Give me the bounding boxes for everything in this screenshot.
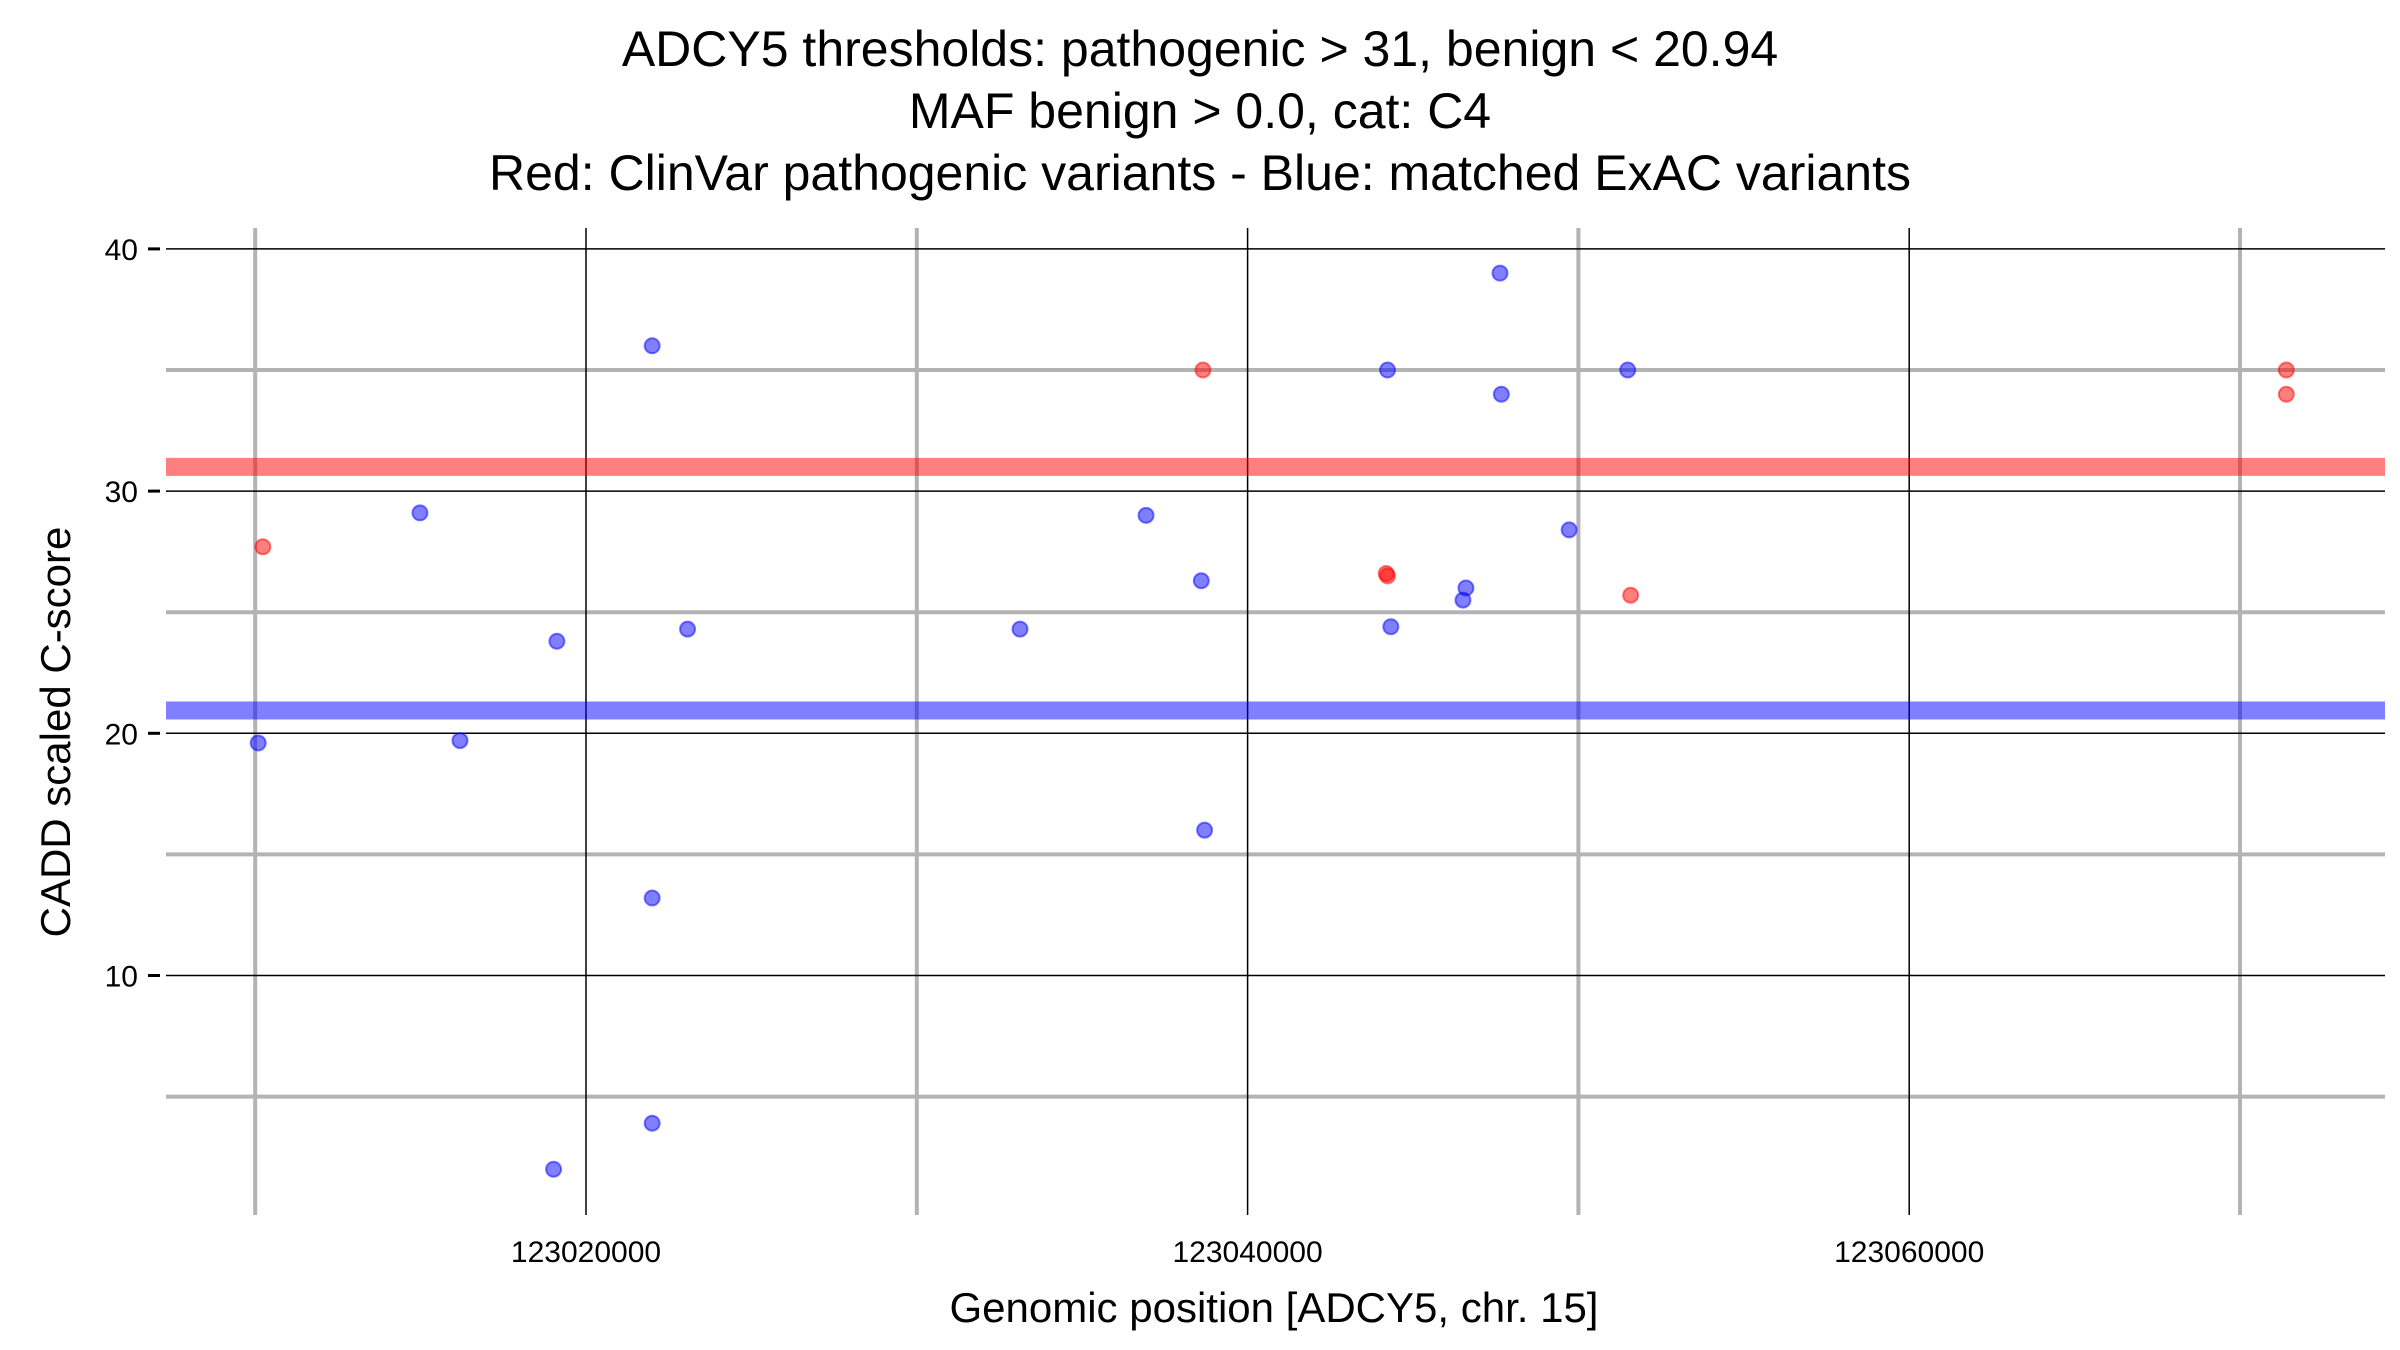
y-tick-label: 10 [105, 961, 138, 994]
exac-point [1457, 579, 1475, 597]
exac-point [643, 1114, 661, 1132]
y-tick-label: 20 [105, 718, 138, 751]
exac-point [1011, 620, 1029, 638]
x-tick-label: 123060000 [1834, 1236, 1984, 1269]
clinvar-point [1622, 586, 1640, 604]
clinvar-point [2277, 361, 2295, 379]
exac-point [679, 620, 697, 638]
exac-point [1196, 821, 1214, 839]
x-axis-label: Genomic position [ADCY5, chr. 15] [950, 1284, 1599, 1331]
exac-point [548, 632, 566, 650]
exac-point [1382, 618, 1400, 636]
exac-point [1619, 361, 1637, 379]
y-axis-label: CADD scaled C-score [32, 527, 79, 938]
exac-point [643, 337, 661, 355]
chart-title-line-2: MAF benign > 0.0, cat: C4 [908, 83, 1492, 139]
exac-point [1192, 572, 1210, 590]
exac-point [643, 889, 661, 907]
exac-point [1560, 521, 1578, 539]
exac-point [1379, 361, 1397, 379]
clinvar-point [254, 538, 272, 556]
chart-title-line-3: Red: ClinVar pathogenic variants - Blue:… [489, 145, 1911, 201]
clinvar-point [1194, 361, 1212, 379]
clinvar-point [2277, 385, 2295, 403]
exac-point [1492, 385, 1510, 403]
x-tick-label: 123040000 [1173, 1236, 1323, 1269]
x-tick-label: 123020000 [511, 1236, 661, 1269]
exac-point [451, 732, 469, 750]
y-tick-label: 30 [105, 476, 138, 509]
exac-point [1491, 264, 1509, 282]
exac-point [1137, 506, 1155, 524]
chart-title-line-1: ADCY5 thresholds: pathogenic > 31, benig… [621, 21, 1779, 77]
y-tick-label: 40 [105, 234, 138, 267]
exac-point [545, 1160, 563, 1178]
clinvar-point [1379, 567, 1397, 585]
exac-point [411, 504, 429, 522]
exac-point [249, 734, 267, 752]
